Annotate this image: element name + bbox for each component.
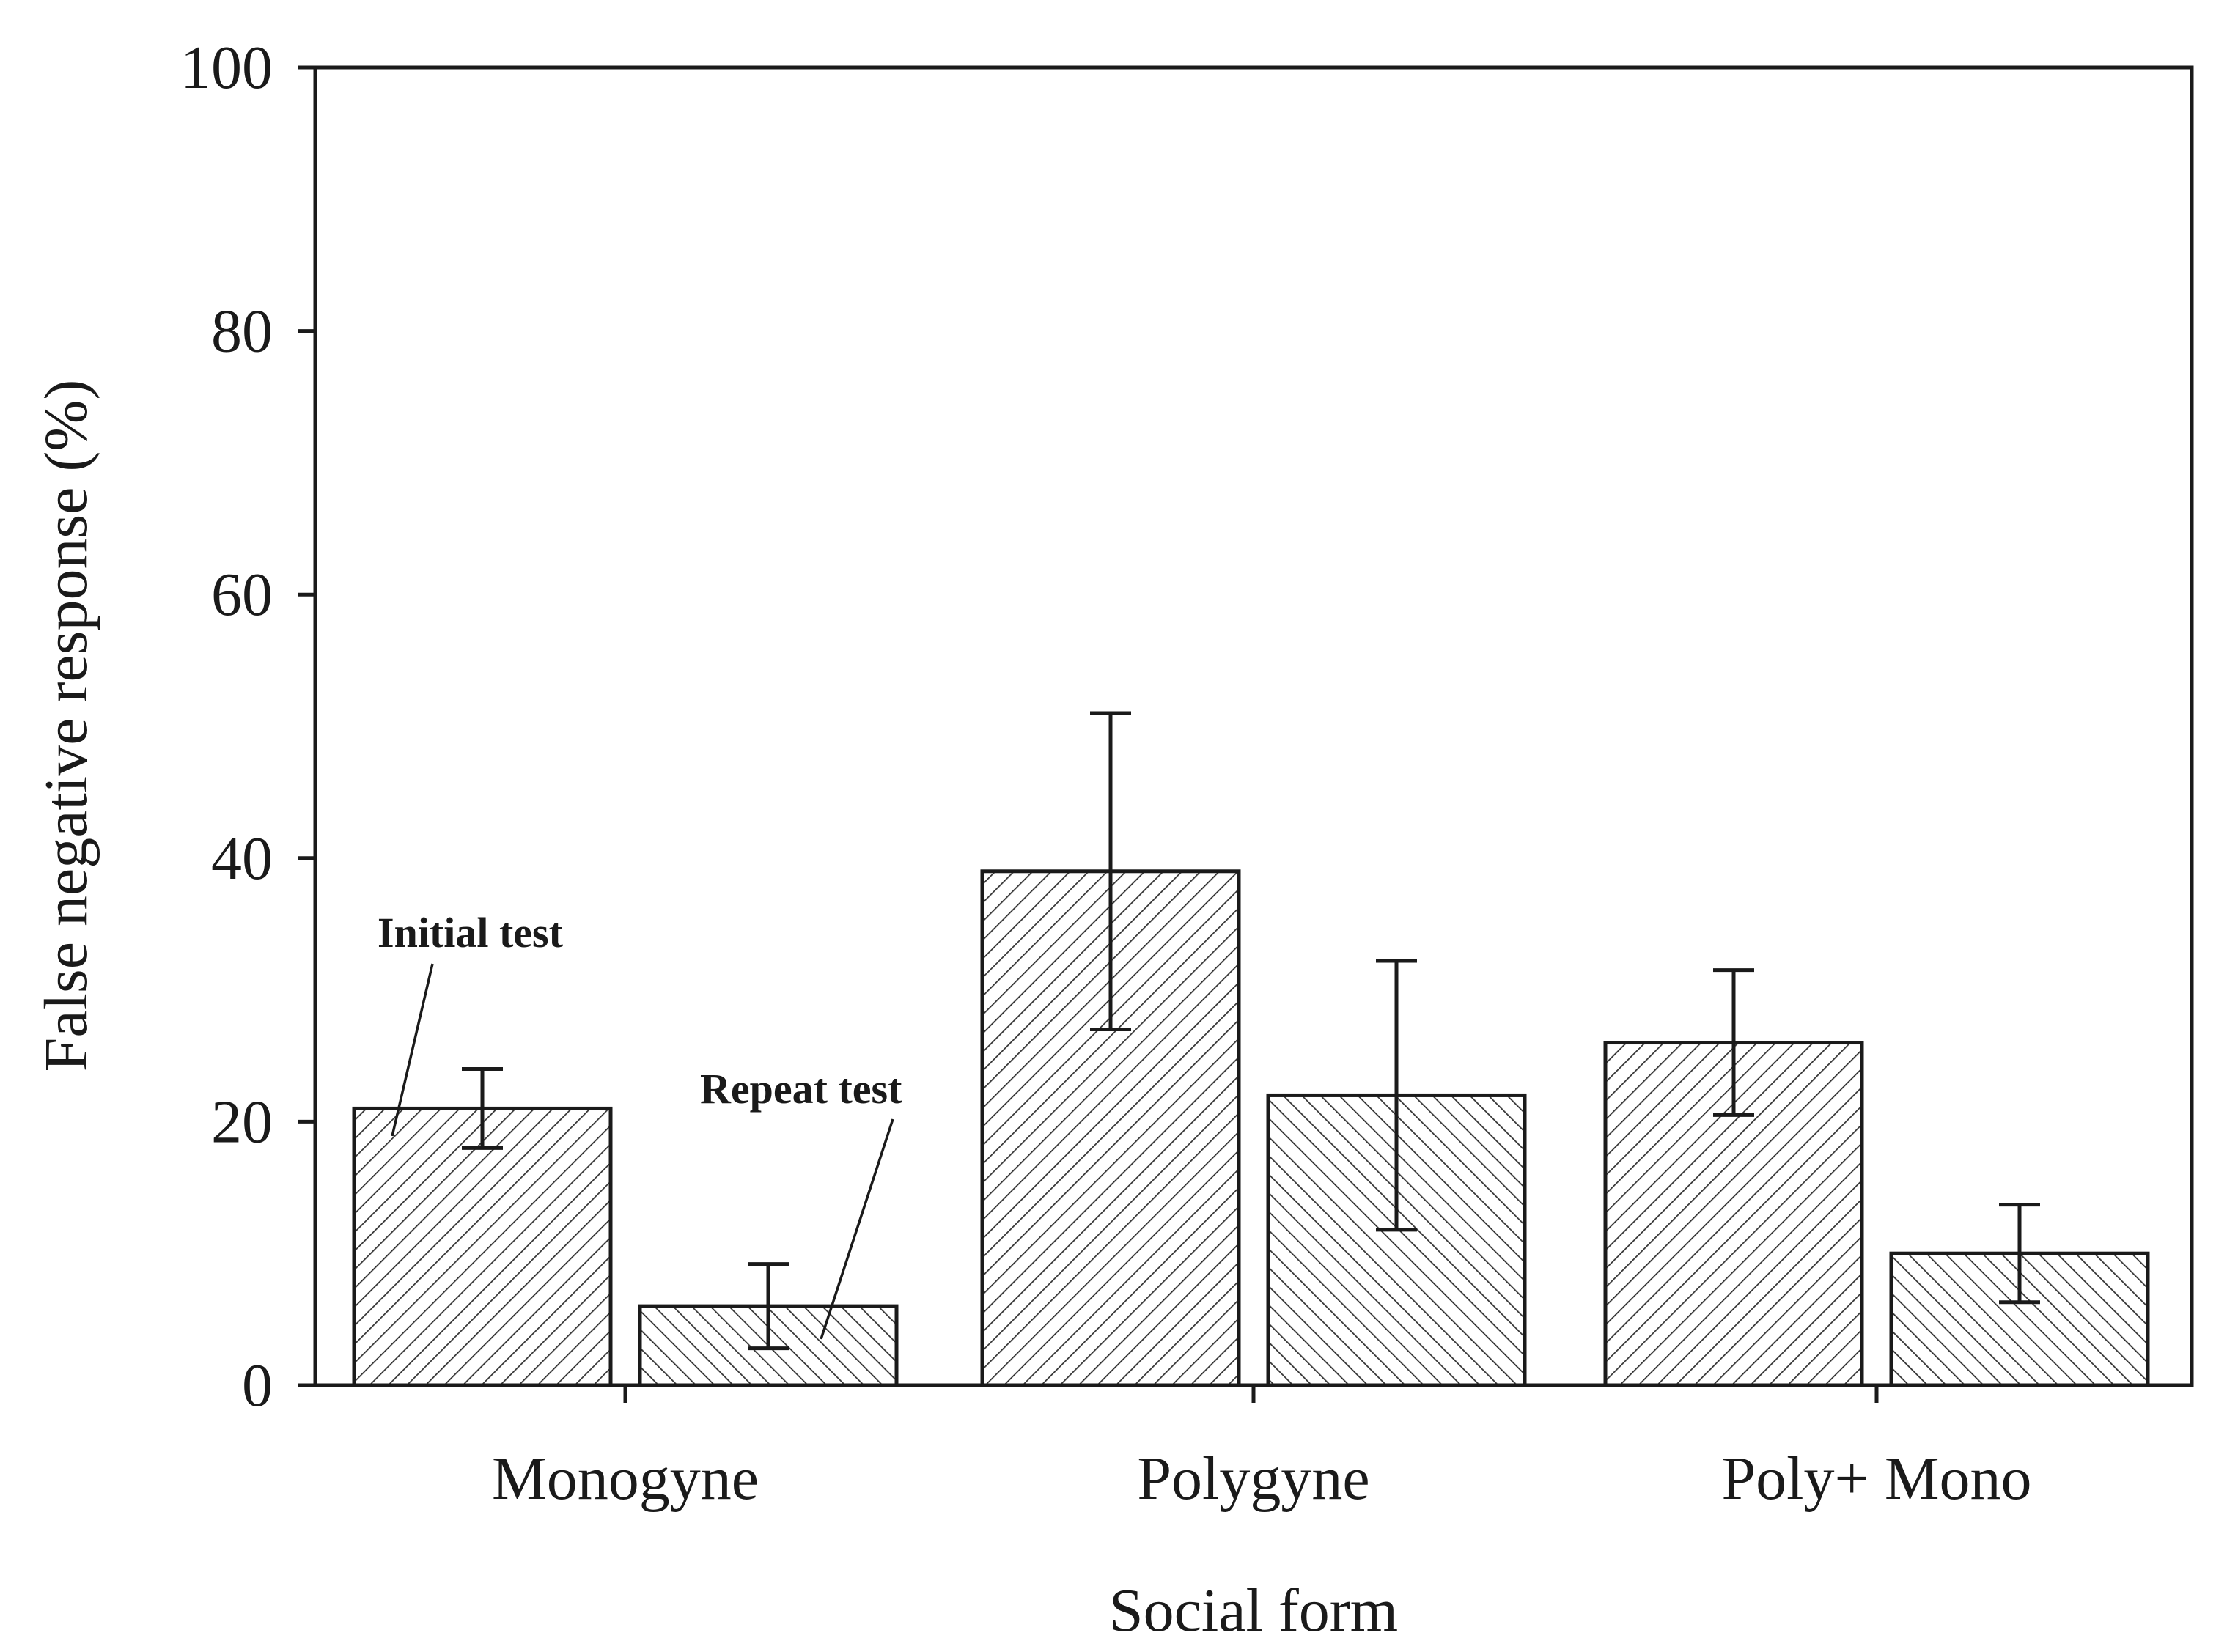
annotation-label: Initial test — [378, 909, 564, 956]
annotation-leader — [820, 1118, 894, 1340]
y-tick-label: 20 — [211, 1088, 273, 1156]
x-tick-label: Monogyne — [492, 1445, 759, 1513]
annotations-layer: Initial test Repeat test — [378, 909, 902, 1340]
bars-layer — [352, 711, 2150, 1387]
y-tick-label: 100 — [180, 34, 273, 102]
y-tick-label: 60 — [211, 561, 273, 629]
bar — [352, 1106, 613, 1387]
y-tick-label: 40 — [211, 825, 273, 893]
annotation-leader — [391, 963, 434, 1137]
axes-layer: 0 20 40 60 80 100 Monogyne Polygyne Poly+ Mono — [180, 34, 2194, 1513]
x-axis-title: Social form — [1109, 1577, 1398, 1645]
y-axis-title: False negative response (%) — [32, 380, 100, 1072]
x-tick-label: Polygyne — [1137, 1445, 1369, 1513]
annotation-label: Repeat test — [700, 1065, 902, 1113]
x-tick-label: Poly+ Mono — [1721, 1445, 2031, 1513]
y-tick-label: 0 — [242, 1352, 273, 1420]
y-tick-label: 80 — [211, 298, 273, 366]
